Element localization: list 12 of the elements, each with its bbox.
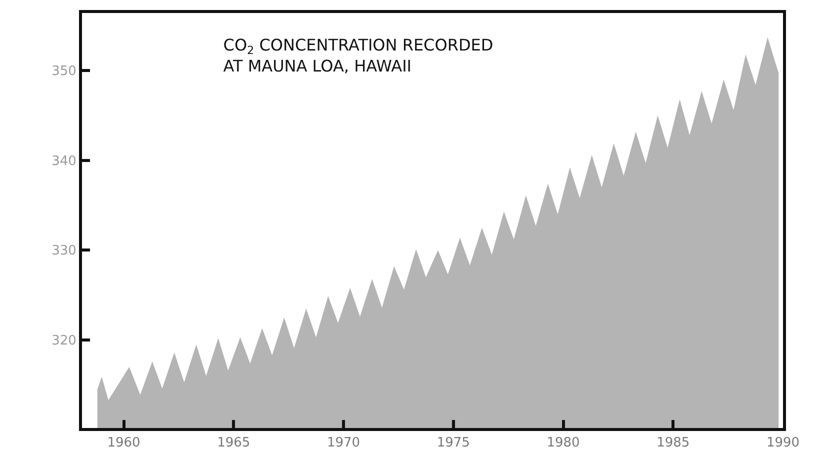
x-tick-label: 1975: [436, 436, 470, 451]
y-tick-label: 340: [52, 154, 76, 169]
x-tick-label: 1970: [326, 436, 360, 451]
text: CO$_{2}$ CONCENTRATION RECORDED AT MAUNA LOA, HAWAII: [223, 36, 494, 76]
y-tick-label: 350: [52, 64, 76, 80]
x-tick-label: 1990: [766, 436, 800, 451]
x-tick-label: 1960: [107, 436, 140, 451]
x-tick-label: 1985: [656, 436, 690, 451]
x-tick-label: 1980: [546, 436, 580, 451]
y-tick-label: 330: [52, 244, 76, 259]
x-tick-label: 1965: [217, 436, 250, 451]
y-tick-label: 320: [52, 334, 76, 349]
